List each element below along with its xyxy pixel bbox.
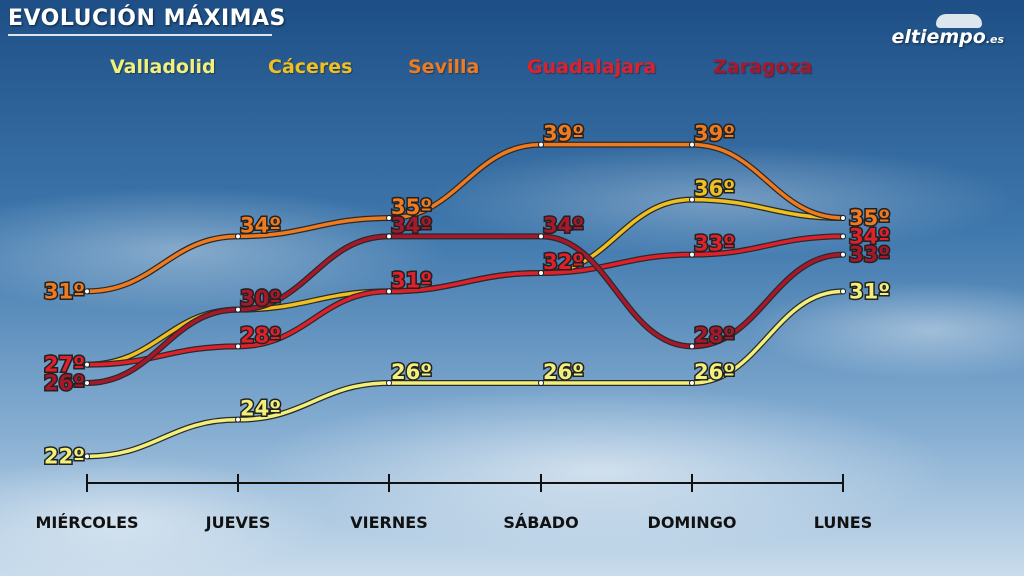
x-tick-label-0: MIÉRCOLES (35, 513, 138, 532)
x-tick-label-4: DOMINGO (648, 513, 737, 532)
point-4-2 (386, 233, 392, 240)
point-3-0 (84, 361, 90, 368)
value-label-0-2: 26º (391, 360, 432, 384)
value-label-0-4: 26º (694, 360, 735, 384)
point-3-2 (386, 288, 392, 295)
series-4 (84, 233, 846, 386)
logo-text: eltiempo (891, 26, 986, 48)
value-label-2-3: 39º (543, 122, 584, 146)
x-tick-label-3: SÁBADO (503, 513, 578, 532)
point-2-0 (84, 288, 90, 295)
point-4-5 (840, 251, 846, 258)
value-label-2-2: 35º (391, 195, 432, 219)
point-2-5 (840, 215, 846, 221)
point-4-4 (689, 343, 695, 350)
value-label-4-4: 28º (694, 323, 735, 347)
series-2 (84, 141, 846, 295)
point-2-1 (235, 233, 241, 240)
value-label-4-1: 30º (240, 287, 281, 311)
series-3 (84, 233, 846, 368)
value-label-0-0: 22º (44, 444, 85, 468)
title-underline (8, 34, 272, 36)
legend-item-3: Guadalajara (527, 56, 657, 78)
series-outline-2 (84, 141, 846, 295)
value-label-2-0: 31º (44, 279, 85, 303)
point-3-3 (538, 270, 544, 276)
value-label-1-3: 32º (543, 250, 584, 274)
point-0-1 (235, 416, 241, 423)
series-line-4 (85, 234, 845, 385)
x-tick-label-2: VIERNES (350, 513, 427, 532)
value-label-4-2: 34º (391, 213, 432, 237)
x-axis: MIÉRCOLES JUEVES VIERNES SÁBADO DOMINGO LUNES (35, 474, 872, 532)
point-0-2 (386, 380, 392, 386)
point-0-0 (84, 453, 90, 460)
series-line-2 (85, 142, 845, 294)
x-tick-label-1: JUEVES (205, 513, 271, 532)
value-label-3-5: 34º (849, 224, 890, 248)
legend-item-0: Valladolid (110, 56, 216, 78)
brand-logo: eltiempo.es (891, 26, 1004, 48)
series-line-0 (85, 289, 845, 459)
series-line-3 (85, 234, 845, 367)
value-label-4-3: 34º (543, 213, 584, 237)
value-label-1-2: 31º (391, 268, 432, 292)
point-3-5 (840, 233, 846, 240)
value-label-2-1: 34º (240, 213, 281, 237)
point-4-1 (235, 306, 241, 313)
point-2-4 (689, 141, 695, 148)
value-label-0-3: 26º (543, 360, 584, 384)
value-label-0-5: 31º (849, 279, 890, 303)
point-3-4 (689, 251, 695, 258)
point-1-4 (689, 196, 695, 203)
legend-item-4: Zaragoza (713, 56, 813, 78)
point-4-3 (538, 233, 544, 240)
value-label-1-0: 27º (44, 353, 85, 377)
value-label-3-0: 27º (44, 353, 85, 377)
chart-title: EVOLUCIÓN MÁXIMAS (8, 6, 286, 31)
value-label-3-1: 28º (240, 323, 281, 347)
cloud-icon (936, 14, 982, 28)
point-3-1 (235, 343, 241, 350)
value-label-1-4: 36º (694, 177, 735, 201)
point-0-4 (689, 380, 695, 386)
value-label-3-3: 32º (543, 250, 584, 274)
value-label-1-5: 35º (849, 206, 890, 230)
point-2-2 (386, 215, 392, 221)
value-label-1-1: 30º (240, 287, 281, 311)
point-0-5 (840, 288, 846, 295)
value-label-3-4: 33º (694, 232, 735, 256)
value-label-4-5: 33º (849, 243, 890, 267)
value-label-2-5: 35º (849, 206, 890, 230)
point-4-0 (84, 380, 90, 386)
value-label-2-4: 39º (694, 122, 735, 146)
logo-suffix: .es (985, 33, 1004, 46)
legend-item-2: Sevilla (408, 56, 480, 78)
point-2-3 (538, 141, 544, 148)
legend-item-1: Cáceres (268, 56, 353, 78)
value-label-3-2: 31º (391, 268, 432, 292)
value-label-4-0: 26º (44, 371, 85, 395)
value-label-0-1: 24º (240, 397, 281, 421)
point-0-3 (538, 380, 544, 386)
x-tick-label-5: LUNES (814, 513, 872, 532)
series-0 (84, 288, 846, 460)
